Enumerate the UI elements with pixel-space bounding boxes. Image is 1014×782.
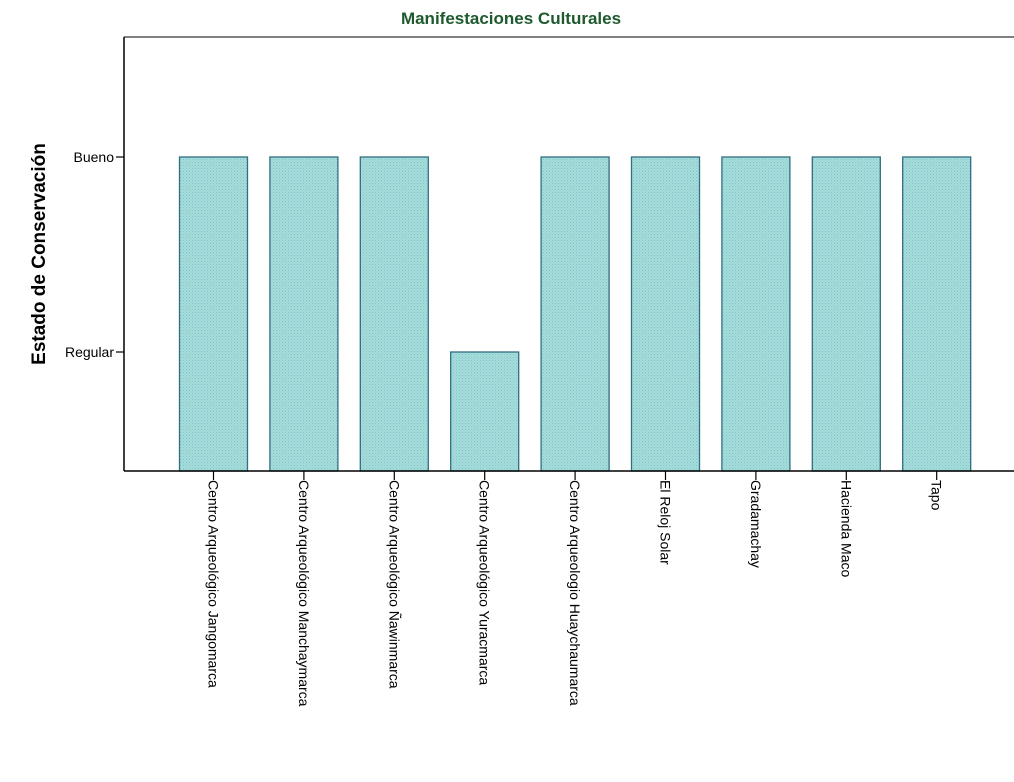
bar <box>630 156 701 472</box>
bars <box>178 156 972 472</box>
x-ticks: Centro Arqueológico Jangomarca Centro Arq… <box>206 471 945 707</box>
x-tick-label: Hacienda Maco <box>838 480 854 577</box>
chart-title: Manifestaciones Culturales <box>401 9 621 28</box>
x-tick-label: Tapo <box>929 480 945 511</box>
x-tick-label: Centro Arqueológico Ñawinmarca <box>386 480 402 689</box>
bar <box>902 156 972 472</box>
bar <box>721 156 791 472</box>
y-tick-label: Bueno <box>74 149 115 165</box>
x-tick-label: Centro Arqueológico Yuracmarca <box>477 480 493 685</box>
bar <box>540 156 610 472</box>
x-tick-label: El Reloj Solar <box>658 480 674 565</box>
bar <box>178 156 249 472</box>
x-tick-label: Centro Arqueologio Huaychaumarca <box>567 480 583 706</box>
y-axis-title: Estado de Conservación <box>29 143 50 365</box>
bar <box>450 351 520 472</box>
y-ticks: Regular Bueno <box>65 149 124 360</box>
bar <box>269 156 339 472</box>
x-tick-label: Centro Arqueológico Jangomarca <box>206 480 222 688</box>
x-tick-label: Centro Arqueológico Manchaymarca <box>296 480 312 707</box>
bar <box>359 156 429 472</box>
bar <box>811 156 881 472</box>
x-tick-label: Gradamachay <box>748 480 764 568</box>
y-tick-label: Regular <box>65 344 114 360</box>
